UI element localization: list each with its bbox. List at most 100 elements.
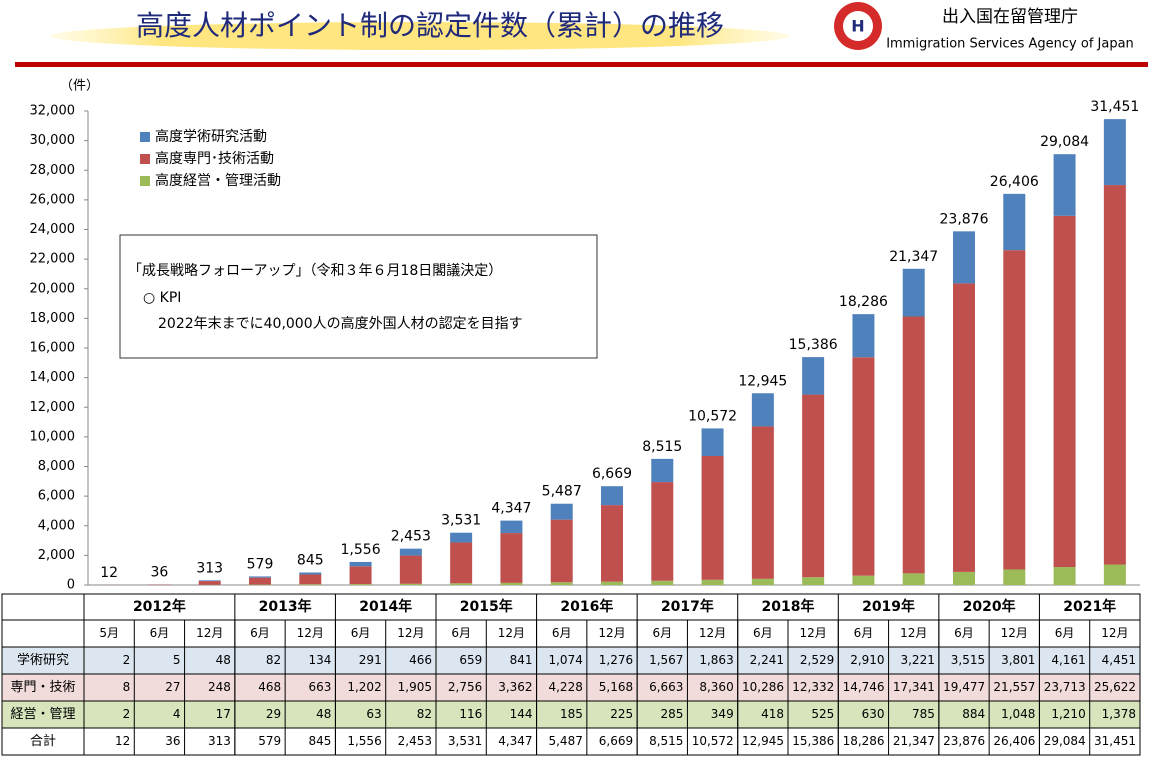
total-label: 31,451 xyxy=(1090,99,1139,115)
y-tick-label: 26,000 xyxy=(30,192,76,207)
table-cell: 15,386 xyxy=(792,734,834,748)
table-cell: 2,529 xyxy=(800,653,834,667)
table-cell: 5 xyxy=(173,653,181,667)
table-cell: 4 xyxy=(173,707,181,721)
table-cell: 144 xyxy=(510,707,533,721)
total-label: 12,945 xyxy=(738,373,787,389)
y-tick-label: 12,000 xyxy=(30,400,76,415)
legend-swatch xyxy=(140,154,150,164)
y-tick-label: 10,000 xyxy=(30,429,76,444)
year-header: 2020年 xyxy=(963,598,1016,615)
table-cell: 3,531 xyxy=(448,734,482,748)
table-cell: 6,663 xyxy=(649,680,683,694)
table-cell: 82 xyxy=(266,653,281,667)
y-tick-label: 14,000 xyxy=(30,370,76,385)
table-cell: 18,286 xyxy=(843,734,885,748)
bar-segment xyxy=(651,458,674,483)
table-cell: 349 xyxy=(711,707,734,721)
x-tick-label: 6月 xyxy=(854,626,874,640)
note-box xyxy=(119,234,598,359)
x-tick-label: 5月 xyxy=(99,626,119,640)
total-label: 21,347 xyxy=(889,249,938,265)
table-cell: 785 xyxy=(912,707,935,721)
table-cell: 4,228 xyxy=(548,680,582,694)
bar-segment xyxy=(299,574,322,585)
y-tick-label: 28,000 xyxy=(30,163,76,178)
y-tick-label: 16,000 xyxy=(30,341,76,356)
y-tick-label: 2,000 xyxy=(38,548,75,563)
x-tick-label: 6月 xyxy=(1055,626,1075,640)
x-tick-label: 6月 xyxy=(150,626,170,640)
svg-text:H: H xyxy=(851,17,864,36)
table-cell: 468 xyxy=(258,680,281,694)
x-tick-label: 12月 xyxy=(397,626,424,640)
total-label: 6,669 xyxy=(592,466,632,482)
total-label: 845 xyxy=(297,552,324,568)
table-cell: 5,168 xyxy=(599,680,633,694)
x-tick-label: 12月 xyxy=(699,626,726,640)
table-cell: 23,713 xyxy=(1044,680,1086,694)
x-tick-label: 12月 xyxy=(196,626,223,640)
table-cell: 659 xyxy=(459,653,482,667)
legend-label: 高度経営・管理活動 xyxy=(155,172,281,189)
bar-segment xyxy=(1103,119,1126,186)
bar-segment xyxy=(349,561,372,567)
bar-segment xyxy=(198,581,221,585)
table-cell: 1,202 xyxy=(347,680,381,694)
table-cell: 25,622 xyxy=(1094,680,1136,694)
total-label: 10,572 xyxy=(688,408,737,424)
total-label: 18,286 xyxy=(839,294,888,310)
table-cell: 1,276 xyxy=(599,653,633,667)
bar-segment xyxy=(701,579,724,585)
bar-segment xyxy=(399,548,422,556)
x-tick-label: 6月 xyxy=(351,626,371,640)
note-line: 「成長戦略フォローアップ」（令和３年６月18日閣議決定） xyxy=(128,262,502,279)
bar-segment xyxy=(1103,564,1126,585)
table-cell: 63 xyxy=(366,707,381,721)
table-cell: 1,378 xyxy=(1102,707,1136,721)
table-cell: 841 xyxy=(510,653,533,667)
year-header: 2012年 xyxy=(133,598,186,615)
legend-label: 高度学術研究活動 xyxy=(155,128,267,145)
table-cell: 21,347 xyxy=(893,734,935,748)
table-cell: 48 xyxy=(216,653,231,667)
bar-segment xyxy=(550,582,573,585)
bar-segment xyxy=(651,482,674,581)
y-tick-label: 22,000 xyxy=(30,252,76,267)
table-cell: 1,556 xyxy=(347,734,381,748)
x-tick-label: 12月 xyxy=(900,626,927,640)
y-tick-label: 30,000 xyxy=(30,133,76,148)
bar-segment xyxy=(953,231,975,284)
bar-segment xyxy=(701,455,724,580)
bar-segment xyxy=(450,583,473,585)
table-cell: 630 xyxy=(862,707,885,721)
chart-title: 高度人材ポイント制の認定件数（累計）の推移 xyxy=(136,9,724,42)
bar-segment xyxy=(802,577,825,585)
y-tick-label: 6,000 xyxy=(38,489,75,504)
year-header: 2015年 xyxy=(460,598,513,615)
year-header: 2016年 xyxy=(560,598,613,615)
bar-segment xyxy=(500,533,523,583)
bar-segment xyxy=(852,575,875,585)
bar-segment xyxy=(299,584,322,585)
x-tick-label: 12月 xyxy=(1101,626,1128,640)
table-cell: 845 xyxy=(309,734,332,748)
bar-segment xyxy=(249,576,271,578)
table-cell: 12,332 xyxy=(792,680,834,694)
table-cell: 525 xyxy=(811,707,834,721)
bar-segment xyxy=(349,584,372,585)
bar-segment xyxy=(399,583,422,585)
bar-segment xyxy=(1003,193,1026,251)
total-label: 26,406 xyxy=(990,174,1039,190)
y-tick-label: 0 xyxy=(67,578,75,593)
table-cell: 116 xyxy=(459,707,482,721)
table-cell: 185 xyxy=(560,707,583,721)
bar-segment xyxy=(601,486,623,506)
bar-segment xyxy=(198,580,221,582)
table-cell: 1,905 xyxy=(398,680,432,694)
bar-segment xyxy=(1053,154,1076,216)
table-cell: 5,487 xyxy=(548,734,582,748)
table-cell: 2 xyxy=(123,707,131,721)
bar-segment xyxy=(500,520,523,534)
table-cell: 8,515 xyxy=(649,734,683,748)
